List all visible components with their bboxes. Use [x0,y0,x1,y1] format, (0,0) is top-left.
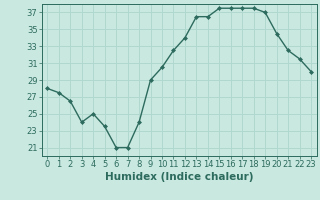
X-axis label: Humidex (Indice chaleur): Humidex (Indice chaleur) [105,172,253,182]
